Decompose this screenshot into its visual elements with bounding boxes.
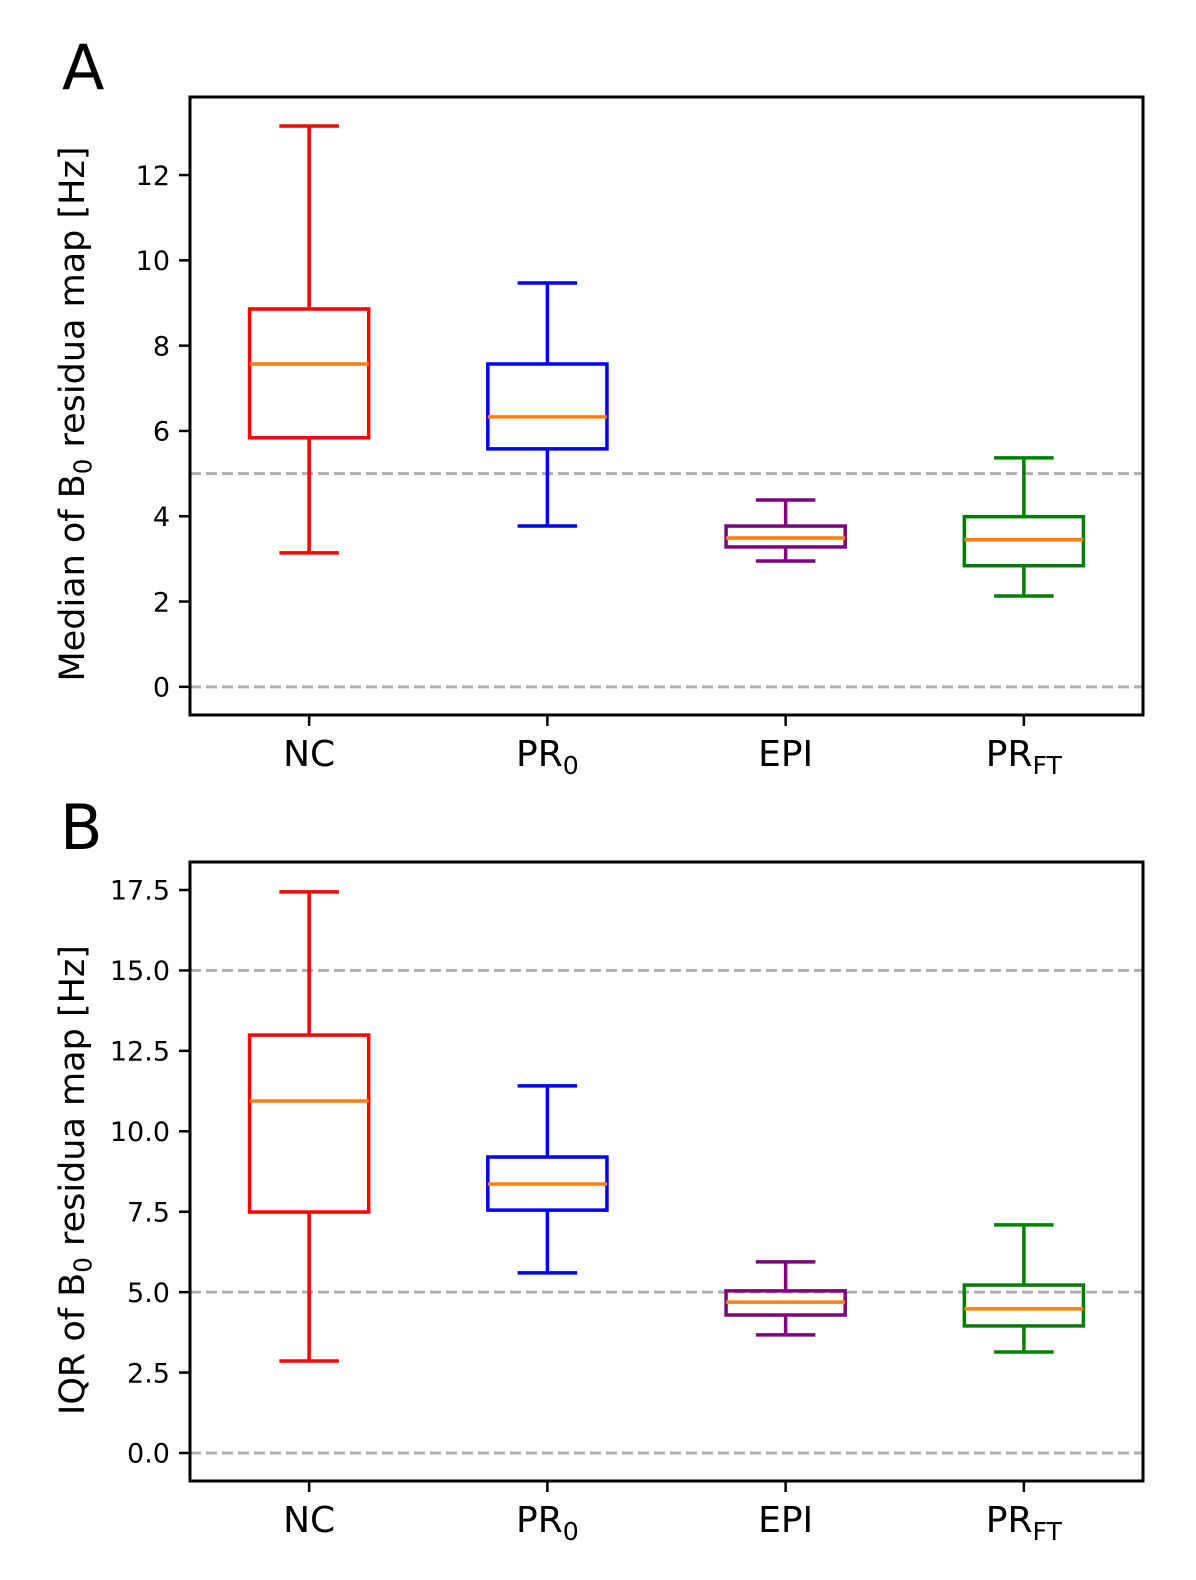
box-plot-epi xyxy=(724,1260,847,1337)
ytick-label: 10.0 xyxy=(110,1117,170,1148)
ytick-label: 0 xyxy=(153,673,170,704)
xtick-label-main: PR xyxy=(986,734,1033,775)
xtick-label-subscript: 0 xyxy=(563,751,579,780)
xtick-label-main: PR xyxy=(516,734,563,775)
x-axis: NC PR0 EPI PRFT xyxy=(283,715,1063,780)
y-axis-label-subscript: 0 xyxy=(69,1257,98,1273)
xtick-label: PR0 xyxy=(516,734,579,780)
xtick-label-subscript: FT xyxy=(1033,751,1063,780)
ytick-label: 2 xyxy=(153,587,170,618)
ytick-label: 10 xyxy=(136,246,170,277)
y-axis-label-prefix: Median of B xyxy=(53,474,93,681)
y-axis-label: IQR of B0 residua map [Hz] xyxy=(53,945,98,1415)
xtick-label-main: NC xyxy=(283,734,335,775)
iqr-box-prft xyxy=(962,1283,1086,1328)
y-axis-label-prefix: IQR of B xyxy=(53,1273,93,1415)
x-axis: NC PR0 EPI PRFT xyxy=(283,1481,1063,1546)
ytick-label: 7.5 xyxy=(127,1197,170,1228)
xtick-label: EPI xyxy=(758,1500,813,1541)
ytick-label: 5.0 xyxy=(127,1278,170,1309)
box-plot-epi xyxy=(724,498,847,563)
panel-label: B xyxy=(60,791,103,864)
reference-lines xyxy=(190,472,1143,689)
iqr-box-nc xyxy=(247,1033,371,1214)
xtick-label-main: EPI xyxy=(758,734,813,775)
ytick-label: 8 xyxy=(153,331,170,362)
y-axis-label-suffix: residua map [Hz] xyxy=(53,945,93,1257)
y-axis-label-suffix: residua map [Hz] xyxy=(53,146,93,458)
ytick-label: 4 xyxy=(153,502,170,533)
panel-b: B0.02.55.07.510.012.515.017.5NC PR0 EPI PRF… xyxy=(53,791,1145,1546)
ytick-label: 0.0 xyxy=(127,1439,170,1470)
box-plot-pr0 xyxy=(486,1084,609,1275)
ytick-label: 15.0 xyxy=(110,956,170,987)
box-plot-nc xyxy=(247,124,371,555)
y-axis: 0.0 2.5 5.0 7.5 10.0 12.5 15.0 17.5 xyxy=(110,876,190,1470)
ytick-label: 17.5 xyxy=(110,876,170,907)
xtick-label: PR0 xyxy=(516,1500,579,1546)
xtick-label-subscript: FT xyxy=(1033,1517,1063,1546)
axes-frame xyxy=(188,95,1145,717)
reference-lines xyxy=(190,968,1143,1455)
iqr-box-nc xyxy=(247,307,371,440)
xtick-label: NC xyxy=(283,1500,335,1541)
xtick-label: PRFT xyxy=(986,1500,1063,1546)
y-axis: 0 2 4 6 8 10 12 xyxy=(136,161,190,704)
xtick-label-main: PR xyxy=(986,1500,1033,1541)
box-plot-prft xyxy=(962,1223,1086,1354)
panel-label: A xyxy=(62,31,104,104)
ytick-label: 6 xyxy=(153,417,170,448)
iqr-box-pr0 xyxy=(486,362,609,451)
axes-frame xyxy=(188,860,1145,1483)
box-plot-nc xyxy=(247,890,371,1363)
xtick-label-main: PR xyxy=(516,1500,563,1541)
xtick-label-subscript: 0 xyxy=(563,1517,579,1546)
xtick-label: EPI xyxy=(758,734,813,775)
ytick-label: 12 xyxy=(136,161,170,192)
xtick-label-main: EPI xyxy=(758,1500,813,1541)
box-plot-pr0 xyxy=(486,281,609,528)
y-axis-label: Median of B0 residua map [Hz] xyxy=(53,146,98,681)
y-axis-label-subscript: 0 xyxy=(69,459,98,475)
box-plot-prft xyxy=(962,456,1086,598)
ytick-label: 12.5 xyxy=(110,1037,170,1068)
ytick-label: 2.5 xyxy=(127,1358,170,1389)
xtick-label: PRFT xyxy=(986,734,1063,780)
xtick-label: NC xyxy=(283,734,335,775)
xtick-label-main: NC xyxy=(283,1500,335,1541)
